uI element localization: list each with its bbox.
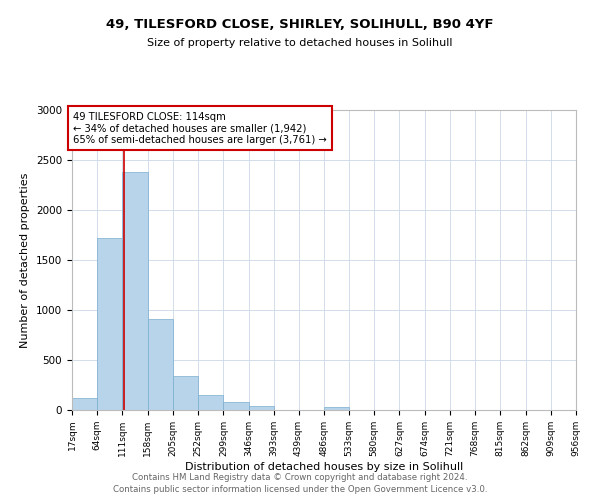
Bar	[97, 238, 122, 410]
Bar	[72, 398, 97, 410]
Bar	[173, 376, 198, 410]
Bar	[122, 172, 148, 410]
Bar	[223, 402, 248, 410]
Text: 49, TILESFORD CLOSE, SHIRLEY, SOLIHULL, B90 4YF: 49, TILESFORD CLOSE, SHIRLEY, SOLIHULL, …	[106, 18, 494, 30]
X-axis label: Distribution of detached houses by size in Solihull: Distribution of detached houses by size …	[185, 462, 463, 471]
Text: Contains HM Land Registry data © Crown copyright and database right 2024.: Contains HM Land Registry data © Crown c…	[132, 472, 468, 482]
Bar	[248, 406, 274, 410]
Text: Contains public sector information licensed under the Open Government Licence v3: Contains public sector information licen…	[113, 485, 487, 494]
Text: 49 TILESFORD CLOSE: 114sqm
← 34% of detached houses are smaller (1,942)
65% of s: 49 TILESFORD CLOSE: 114sqm ← 34% of deta…	[73, 112, 327, 144]
Bar	[324, 407, 349, 410]
Y-axis label: Number of detached properties: Number of detached properties	[20, 172, 31, 348]
Bar	[198, 395, 223, 410]
Bar	[148, 319, 173, 410]
Text: Size of property relative to detached houses in Solihull: Size of property relative to detached ho…	[147, 38, 453, 48]
